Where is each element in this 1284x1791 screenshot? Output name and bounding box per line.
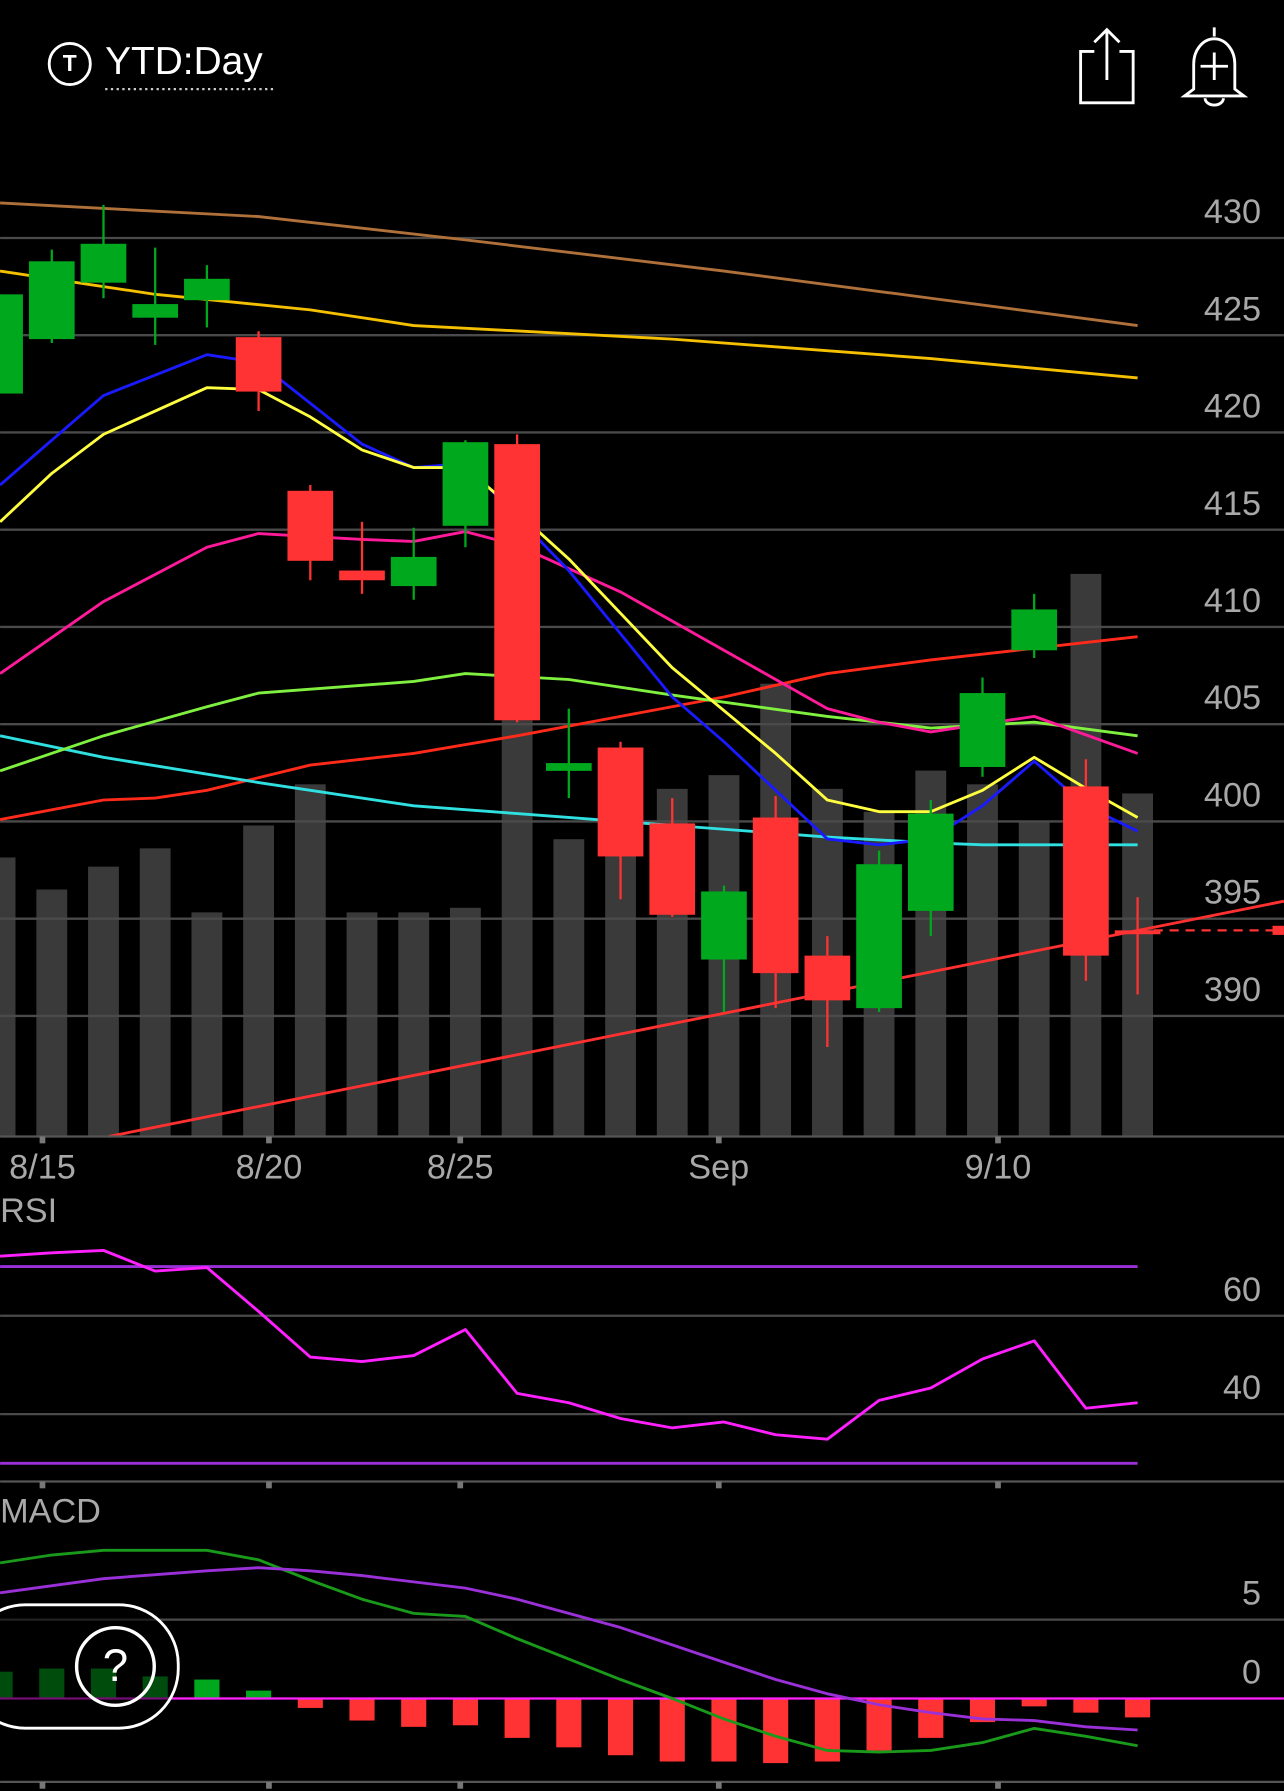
histogram-bar bbox=[607, 1698, 634, 1756]
help-icon: ? bbox=[103, 1640, 128, 1691]
candle-body bbox=[287, 490, 334, 561]
bell-plus bbox=[1200, 52, 1228, 80]
share-box bbox=[1079, 49, 1135, 105]
help-button[interactable]: ? bbox=[0, 1603, 180, 1730]
candle-body bbox=[184, 278, 230, 301]
candle-body bbox=[701, 891, 747, 960]
y-tick-label: 5 bbox=[1242, 1575, 1261, 1613]
volume-bar bbox=[501, 720, 533, 1137]
timeframe-icon bbox=[47, 41, 92, 86]
y-tick-label: 415 bbox=[1204, 485, 1261, 523]
histogram-bar bbox=[194, 1679, 220, 1699]
candle-body bbox=[1063, 786, 1109, 956]
candle-body bbox=[494, 444, 540, 721]
histogram-bar bbox=[659, 1698, 685, 1762]
histogram-bar bbox=[246, 1690, 272, 1699]
histogram-bar bbox=[401, 1698, 427, 1727]
candle-body bbox=[856, 864, 902, 1009]
alert-button[interactable] bbox=[1180, 27, 1249, 107]
volume-bar bbox=[36, 889, 68, 1137]
timeframe-label: YTD:Day bbox=[105, 40, 263, 83]
share-button[interactable] bbox=[1079, 27, 1135, 105]
x-tick-label: 9/10 bbox=[965, 1149, 1032, 1187]
x-tick-label: Sep bbox=[688, 1149, 749, 1187]
histogram-bar bbox=[918, 1698, 944, 1738]
x-tick-label: 8/25 bbox=[427, 1149, 494, 1187]
volume-bar bbox=[0, 857, 16, 1137]
histogram-bar bbox=[711, 1698, 737, 1762]
candle-body bbox=[959, 693, 1006, 767]
help-circle bbox=[74, 1625, 156, 1708]
y-tick-label: 60 bbox=[1223, 1271, 1261, 1309]
histogram-bar bbox=[504, 1698, 530, 1738]
moving-average-line bbox=[0, 201, 1138, 327]
moving-average-line bbox=[0, 635, 1138, 821]
candle-body bbox=[649, 823, 696, 915]
candle-body bbox=[545, 763, 592, 771]
volume-bar bbox=[88, 866, 119, 1137]
volume-bar bbox=[553, 839, 585, 1137]
moving-average-line bbox=[0, 386, 1139, 819]
macd-line bbox=[0, 1548, 1138, 1754]
volume-bar bbox=[398, 912, 430, 1137]
volume-bar bbox=[294, 784, 326, 1137]
panel-title: MACD bbox=[0, 1492, 101, 1530]
candle-body bbox=[0, 294, 23, 394]
x-tick-label: 8/15 bbox=[9, 1149, 76, 1187]
y-tick-label: 425 bbox=[1204, 290, 1261, 328]
volume-bar bbox=[450, 907, 481, 1137]
timeframe-button[interactable]: T YTD:Day bbox=[47, 40, 275, 91]
histogram-bar bbox=[297, 1698, 323, 1708]
panel-title: RSI bbox=[0, 1192, 57, 1230]
histogram-bar bbox=[763, 1698, 789, 1764]
candle-body bbox=[80, 243, 127, 283]
y-tick-label: 430 bbox=[1204, 193, 1261, 231]
x-tick-label: 8/20 bbox=[236, 1149, 303, 1187]
y-tick-label: 395 bbox=[1204, 874, 1261, 912]
y-tick-label: 390 bbox=[1204, 971, 1261, 1009]
candle-body bbox=[339, 570, 385, 581]
histogram-bar bbox=[969, 1698, 996, 1723]
candle-body bbox=[132, 304, 179, 318]
candle-body bbox=[804, 955, 851, 1001]
timeframe-icon-letter: T bbox=[63, 50, 77, 76]
histogram-bar bbox=[452, 1698, 478, 1726]
y-tick-label: 0 bbox=[1242, 1654, 1261, 1692]
candle-body bbox=[597, 747, 644, 857]
help-pill bbox=[0, 1603, 180, 1730]
y-tick-label: 400 bbox=[1204, 776, 1261, 814]
candle-body bbox=[390, 556, 437, 587]
volume-bar bbox=[243, 825, 275, 1137]
macd-line bbox=[0, 1566, 1138, 1732]
candle-body bbox=[1114, 930, 1161, 935]
volume-bar bbox=[1018, 820, 1050, 1137]
y-tick-label: 420 bbox=[1204, 388, 1261, 426]
share-arrow bbox=[1093, 27, 1121, 80]
last-price-marker bbox=[1272, 925, 1284, 935]
histogram-bar bbox=[349, 1698, 375, 1721]
volume-bar bbox=[346, 912, 378, 1137]
candle-body bbox=[1011, 609, 1058, 651]
candle-body bbox=[752, 817, 799, 974]
volume-bar bbox=[139, 848, 171, 1137]
y-tick-label: 40 bbox=[1223, 1369, 1261, 1407]
candle-body bbox=[28, 261, 75, 340]
histogram-bar bbox=[1021, 1698, 1047, 1707]
histogram-bar bbox=[1073, 1698, 1099, 1713]
moving-average-line bbox=[0, 353, 1139, 847]
y-tick-label: 405 bbox=[1204, 679, 1261, 717]
y-tick-label: 410 bbox=[1204, 582, 1261, 620]
histogram-bar bbox=[556, 1698, 582, 1748]
candle-body bbox=[907, 813, 954, 911]
bell-icon bbox=[1180, 27, 1249, 107]
volume-bar bbox=[191, 912, 223, 1137]
histogram-bar bbox=[1125, 1698, 1151, 1718]
candle-body bbox=[235, 337, 282, 392]
candle-body bbox=[442, 442, 489, 526]
rsi-line bbox=[0, 1248, 1138, 1441]
